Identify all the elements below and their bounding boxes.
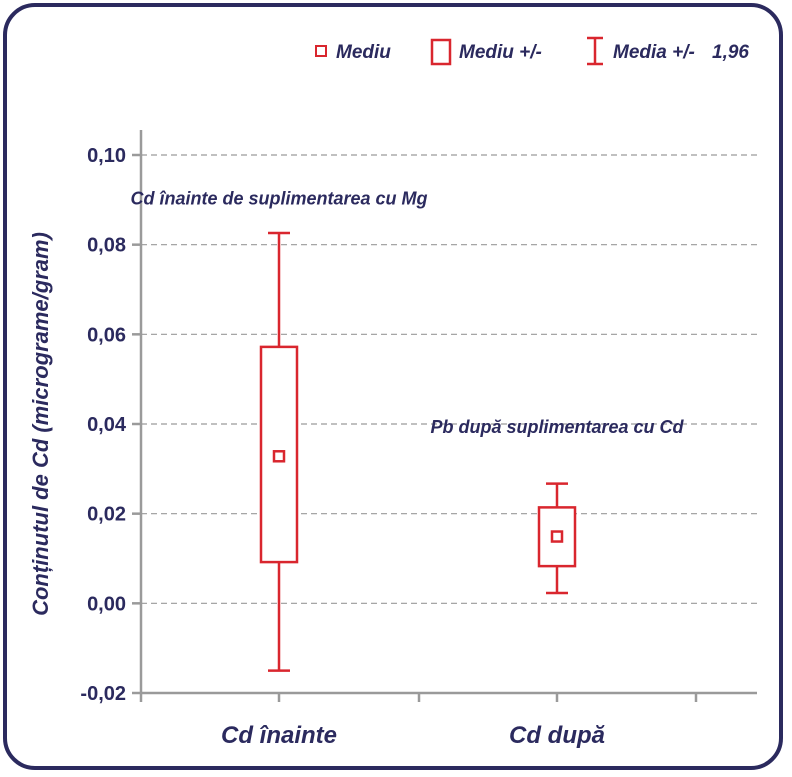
legend-whisker-icon — [587, 36, 603, 66]
box-rect — [259, 345, 299, 564]
legend-mean-icon — [315, 45, 327, 57]
y-tick-label: 0,06 — [87, 324, 126, 346]
y-tick-label: 0,00 — [87, 593, 126, 615]
chart-frame — [3, 3, 783, 770]
y-tick-label: -0,02 — [80, 683, 126, 705]
x-ticks: Cd înainte Cd după — [139, 693, 698, 749]
y-tick-label: 0,04 — [87, 414, 127, 436]
x-tick-label: Cd după — [509, 722, 605, 749]
legend-box-icon — [430, 38, 452, 66]
legend-whisker-factor: 1,96 — [712, 42, 749, 63]
legend-whisker-label: Media +/- — [613, 42, 695, 63]
legend-box-label: Mediu +/- — [459, 42, 542, 63]
axes — [139, 130, 757, 695]
grid — [141, 154, 757, 604]
x-tick-label: Cd înainte — [221, 722, 337, 749]
annotations: Cd înainte de suplimentarea cu Mg Pb după… — [130, 188, 684, 437]
mean-marker — [272, 450, 286, 463]
legend-mean-label: Mediu — [336, 42, 391, 63]
legend: Mediu Mediu +/- Media +/- 1,96 — [315, 36, 749, 66]
box-series — [259, 231, 577, 672]
annotation-label: Pb după suplimentarea cu Cd — [430, 417, 684, 437]
mean-marker — [550, 530, 564, 543]
box-group — [259, 231, 299, 672]
y-axis-title: Conținutul de Cd (micrograme/gram) — [28, 232, 53, 616]
box-group — [537, 482, 577, 595]
y-tick-label: 0,08 — [87, 235, 126, 257]
annotation-label: Cd înainte de suplimentarea cu Mg — [130, 188, 427, 208]
y-tick-label: 0,02 — [87, 504, 126, 526]
box-rect — [537, 506, 577, 568]
y-ticks: -0,02 0,00 0,02 0,04 0,06 0,08 0,10 — [80, 145, 141, 705]
y-tick-label: 0,10 — [87, 145, 126, 167]
